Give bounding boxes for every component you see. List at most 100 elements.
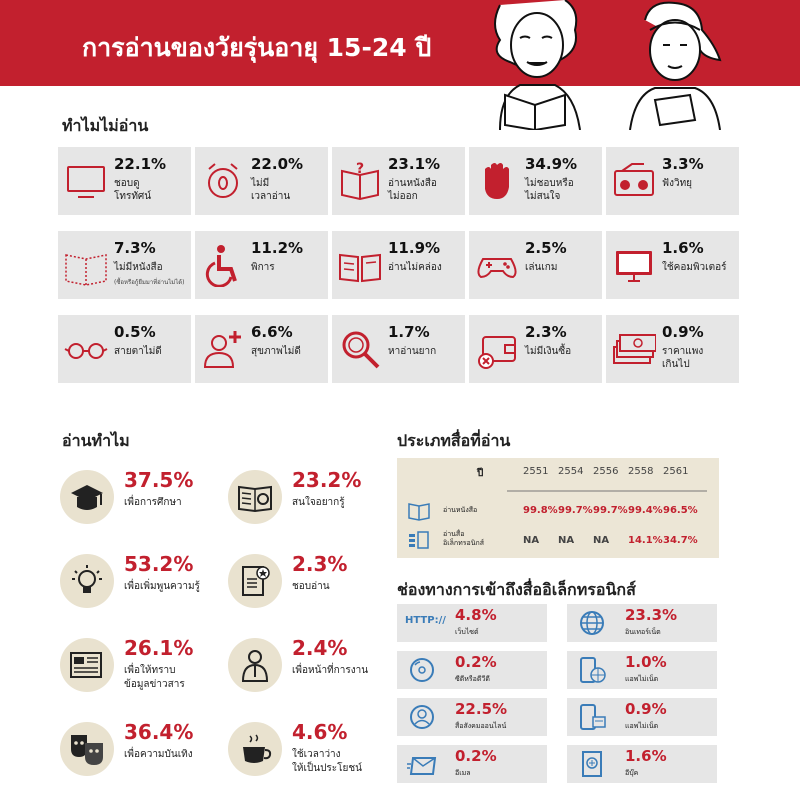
read-reason-percent: 26.1% — [124, 636, 194, 660]
channel-percent: 1.6% — [625, 747, 667, 765]
reason-label: พิการ — [251, 262, 275, 273]
channel-percent: 22.5% — [455, 700, 508, 718]
reason-card: 22.0% ไม่มี เวลาอ่าน — [195, 147, 328, 215]
media-row-label: อ่านหนังสือ — [443, 506, 478, 514]
worker-icon — [241, 650, 269, 682]
channel-card: 0.2% ซีดีหรือดีวีดี — [397, 651, 547, 689]
channel-percent: 0.9% — [625, 700, 667, 718]
globe-icon — [580, 611, 604, 635]
table-divider — [507, 490, 707, 492]
social-user-icon — [410, 705, 434, 729]
channel-label: แอพไม่เน็ต — [625, 675, 659, 683]
reason-label: ใช้คอมพิวเตอร์ — [662, 262, 727, 273]
channel-percent: 23.3% — [625, 606, 678, 624]
channel-label: เว็บไซต์ — [455, 628, 479, 636]
media-value-cell: NA — [523, 535, 540, 546]
read-reason-label: เพื่อความบันเทิง — [124, 749, 193, 760]
year-header: 2551 — [523, 466, 549, 477]
read-reason-icon-circle — [60, 638, 114, 692]
reason-percent: 7.3% — [114, 239, 156, 257]
reason-card: 7.3% ไม่มีหนังสือ (ซื้อหรือกู้ยืมมาที่อ่าน… — [58, 231, 191, 299]
read-reason-icon-circle — [60, 722, 114, 776]
open-book-search-icon — [238, 485, 272, 513]
read-reason-icon-circle — [60, 470, 114, 524]
media-value-cell: NA — [593, 535, 610, 546]
channel-label: อินเทอร์เน็ต — [625, 628, 661, 636]
reason-label: อ่านหนังสือ ไม่ออก — [388, 178, 437, 202]
empty-wallet-icon — [478, 336, 516, 369]
reason-label: สายตาไม่ดี — [114, 346, 162, 357]
read-reason-percent: 2.4% — [292, 636, 348, 660]
read-reason-percent: 4.6% — [292, 720, 348, 744]
reason-card: ? 23.1% อ่านหนังสือ ไม่ออก — [332, 147, 465, 215]
glasses-icon — [64, 343, 108, 359]
channel-percent: 4.8% — [455, 606, 497, 624]
reading-difficulty-icon — [339, 253, 381, 283]
channel-card: 0.9% แอพไม่เน็ต — [567, 698, 717, 736]
read-reason-label: เพื่อหน้าที่การงาน — [292, 665, 369, 676]
reason-percent: 22.0% — [251, 155, 304, 173]
light-bulb-icon — [72, 565, 102, 593]
channels-title: ช่องทางการเข้าถึงสื่ออิเล็กทรอนิกส์ — [397, 580, 636, 599]
reason-card: 2.3% ไม่มีเงินซื้อ — [469, 315, 602, 383]
channel-label: แอพไม่เน็ต — [625, 722, 659, 730]
read-reason-icon-circle — [228, 470, 282, 524]
channel-card: HTTP:// 4.8% เว็บไซต์ — [397, 604, 547, 642]
media-value-cell: 99.4% — [628, 505, 663, 516]
read-reason-icon-circle — [228, 554, 282, 608]
channel-label: อีเมล — [455, 769, 471, 777]
gamepad-icon — [477, 258, 517, 279]
media-value-cell: 99.7% — [593, 505, 628, 516]
media-value-cell: 99.7% — [558, 505, 593, 516]
reason-card: 34.9% ไม่ชอบหรือ ไม่สนใจ — [469, 147, 602, 215]
media-value-cell: NA — [558, 535, 575, 546]
reason-percent: 3.3% — [662, 155, 704, 173]
media-value-cell: 14.1% — [628, 535, 663, 546]
hand-stop-icon — [485, 163, 509, 199]
channel-card: 0.2% อีเมล — [397, 745, 547, 783]
reason-note: (ซื้อหรือกู้ยืมมาที่อ่านไม่ได้) — [114, 279, 185, 286]
graduation-cap-icon — [71, 485, 103, 510]
phone-app-icon — [580, 704, 606, 730]
newspaper-icon — [70, 652, 102, 678]
why-read-title: อ่านทำไม — [62, 431, 130, 450]
media-row-label: อ่านสื่อ อิเล็กทรอนิกส์ — [443, 530, 484, 547]
reason-label: ไม่มีเงินซื้อ — [525, 346, 572, 357]
read-reason-label: เพื่อให้ทราบ ข้อมูลข่าวสาร — [124, 665, 185, 690]
media-value-cell: 34.7% — [663, 535, 698, 546]
reason-label: สุขภาพไม่ดี — [251, 346, 301, 357]
sick-person-icon — [203, 331, 241, 368]
media-types-title: ประเภทสื่อที่อ่าน — [397, 431, 511, 450]
reason-percent: 22.1% — [114, 155, 167, 173]
channel-percent: 0.2% — [455, 747, 497, 765]
reason-card: 1.7% หาอ่านยาก — [332, 315, 465, 383]
phone-globe-icon — [580, 657, 606, 683]
reason-label: ชอบดู โทรทัศน์ — [114, 178, 152, 202]
theater-masks-icon — [71, 735, 103, 765]
reason-percent: 0.5% — [114, 323, 156, 341]
alarm-clock-icon — [208, 163, 238, 198]
media-value-cell: 96.5% — [663, 505, 698, 516]
channel-card: 23.3% อินเทอร์เน็ต — [567, 604, 717, 642]
read-reason-icon-circle — [228, 722, 282, 776]
monitor-icon — [616, 251, 652, 282]
why-not-title: ทำไมไม่อ่าน — [62, 116, 149, 135]
year-header: 2554 — [558, 466, 584, 477]
reason-label: เล่นเกม — [525, 262, 558, 273]
star-document-icon — [242, 566, 270, 596]
ebook-reader-icon — [582, 751, 602, 777]
channel-percent: 0.2% — [455, 653, 497, 671]
channel-label: ซีดีหรือดีวีดี — [455, 675, 490, 683]
year-header: 2556 — [593, 466, 619, 477]
year-header: 2558 — [628, 466, 654, 477]
book-question-icon: ? — [341, 161, 379, 201]
read-reason-label: สนใจอยากรู้ — [292, 497, 345, 508]
reason-label: ฟังวิทยุ — [662, 178, 693, 189]
channel-card: 1.0% แอพไม่เน็ต — [567, 651, 717, 689]
reason-card: 0.9% ราคาแพง เกินไป — [606, 315, 739, 383]
reason-label: หาอ่านยาก — [388, 346, 437, 357]
reason-card: 6.6% สุขภาพไม่ดี — [195, 315, 328, 383]
reason-card: 2.5% เล่นเกม — [469, 231, 602, 299]
wheelchair-icon — [205, 245, 237, 287]
reason-label: ราคาแพง เกินไป — [662, 346, 704, 370]
